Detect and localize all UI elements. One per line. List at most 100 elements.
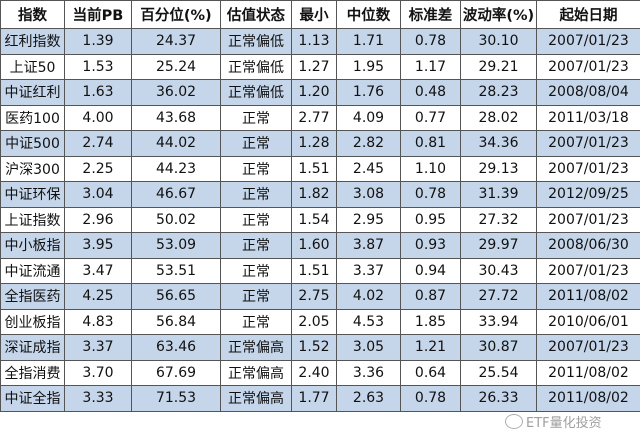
table-cell: 27.72 [460,283,537,310]
table-cell: 中证红利 [0,79,65,106]
table-cell: 1.71 [336,28,401,55]
table-cell: 2007/01/23 [536,334,640,361]
table-cell: 4.00 [64,104,132,131]
table-cell: 2.05 [291,308,337,335]
column-header: 百分位(%) [131,0,221,29]
table-cell: 全指消费 [0,359,65,386]
table-cell: 2.95 [336,206,401,233]
table-cell: 2007/01/23 [536,130,640,157]
table-row: 创业板指 4.83 56.84 正常 2.05 4.53 1.85 33.94 2010/06/… [0,308,640,335]
table-cell: 2.77 [291,104,337,131]
column-header: 最小 [291,0,337,29]
table-cell: 2008/08/04 [536,79,640,106]
table-cell: 创业板指 [0,308,65,335]
table-cell: 沪深300 [0,155,65,182]
column-header: 标准差 [400,0,461,29]
table-cell: 29.21 [460,53,537,80]
table-cell: 25.24 [131,53,221,80]
table-cell: 4.02 [336,283,401,310]
table-cell: 上证50 [0,53,65,80]
table-cell: 3.87 [336,232,401,259]
table-cell: 正常 [220,257,292,284]
table-cell: 4.83 [64,308,132,335]
table-row: 中证全指 3.33 71.53 正常偏高 1.77 2.63 0.78 26.33 2011/0… [0,385,640,412]
table-cell: 1.17 [400,53,461,80]
table-cell: 1.13 [291,28,337,55]
table-cell: 53.09 [131,232,221,259]
table-cell: 24.37 [131,28,221,55]
table-cell: 深证成指 [0,334,65,361]
table-cell: 2.63 [336,385,401,412]
table-cell: 0.93 [400,232,461,259]
table-cell: 2.40 [291,359,337,386]
table-cell: 2.82 [336,130,401,157]
table-cell: 31.39 [460,181,537,208]
table-cell: 4.25 [64,283,132,310]
table-cell: 3.37 [336,257,401,284]
table-cell: 2011/08/02 [536,359,640,386]
table-row: 全指医药 4.25 56.65 正常 2.75 4.02 0.87 27.72 2011/08/… [0,283,640,310]
column-header: 当前PB [64,0,132,29]
table-cell: 2011/03/18 [536,104,640,131]
table-cell: 2007/01/23 [536,53,640,80]
table-cell: 71.53 [131,385,221,412]
table-cell: 0.78 [400,181,461,208]
table-cell: 1.52 [291,334,337,361]
table-cell: 正常 [220,181,292,208]
table-cell: 44.23 [131,155,221,182]
table-cell: 1.21 [400,334,461,361]
table-cell: 1.20 [291,79,337,106]
table-cell: 中证500 [0,130,65,157]
table-cell: 正常 [220,283,292,310]
table-cell: 1.95 [336,53,401,80]
table-cell: 3.08 [336,181,401,208]
table-cell: 1.51 [291,155,337,182]
table-cell: 2007/01/23 [536,155,640,182]
table-cell: 0.64 [400,359,461,386]
table-cell: 上证指数 [0,206,65,233]
table-cell: 1.60 [291,232,337,259]
table-cell: 3.04 [64,181,132,208]
table-row: 中小板指 3.95 53.09 正常 1.60 3.87 0.93 29.97 2008/06/… [0,232,640,259]
table-cell: 3.95 [64,232,132,259]
table-cell: 3.70 [64,359,132,386]
table-row: 全指消费 3.70 67.69 正常偏高 2.40 3.36 0.64 25.54 2011/0… [0,359,640,386]
table-cell: 正常 [220,232,292,259]
table-cell: 67.69 [131,359,221,386]
table-cell: 0.81 [400,130,461,157]
table-row: 中证500 2.74 44.02 正常 1.28 2.82 0.81 34.36 2007/01… [0,130,640,157]
table-cell: 28.02 [460,104,537,131]
table-row: 中证环保 3.04 46.67 正常 1.82 3.08 0.78 31.39 2012/09/… [0,181,640,208]
table-cell: 1.77 [291,385,337,412]
table-cell: 2007/01/23 [536,257,640,284]
table-cell: 30.43 [460,257,537,284]
table-cell: 0.78 [400,28,461,55]
table-cell: 1.10 [400,155,461,182]
table-cell: 0.78 [400,385,461,412]
table-cell: 正常 [220,104,292,131]
table-row: 中证红利 1.63 36.02 正常偏低 1.20 1.76 0.48 28.23 2008/0… [0,79,640,106]
table-cell: 56.84 [131,308,221,335]
table-cell: 1.39 [64,28,132,55]
table-cell: 红利指数 [0,28,65,55]
table-cell: 44.02 [131,130,221,157]
table-cell: 正常偏低 [220,53,292,80]
table-cell: 正常偏高 [220,359,292,386]
table-cell: 1.27 [291,53,337,80]
table-row: 上证指数 2.96 50.02 正常 1.54 2.95 0.95 27.32 2007/01/… [0,206,640,233]
table-cell: 3.05 [336,334,401,361]
column-header: 估值状态 [220,0,292,29]
watermark-text: ETF量化投资 [526,416,602,431]
table-cell: 2008/06/30 [536,232,640,259]
table-cell: 正常 [220,308,292,335]
table-cell: 2011/08/02 [536,385,640,412]
table-cell: 2011/08/02 [536,283,640,310]
table-cell: 3.47 [64,257,132,284]
table-cell: 2012/09/25 [536,181,640,208]
table-cell: 中证流通 [0,257,65,284]
table-cell: 中证环保 [0,181,65,208]
table-cell: 25.54 [460,359,537,386]
table-cell: 3.36 [336,359,401,386]
table-cell: 2010/06/01 [536,308,640,335]
table-cell: 33.94 [460,308,537,335]
